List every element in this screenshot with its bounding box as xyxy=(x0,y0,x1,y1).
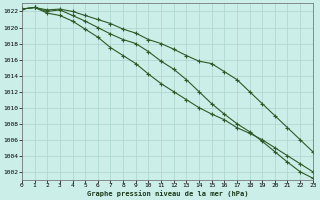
X-axis label: Graphe pression niveau de la mer (hPa): Graphe pression niveau de la mer (hPa) xyxy=(87,190,248,197)
